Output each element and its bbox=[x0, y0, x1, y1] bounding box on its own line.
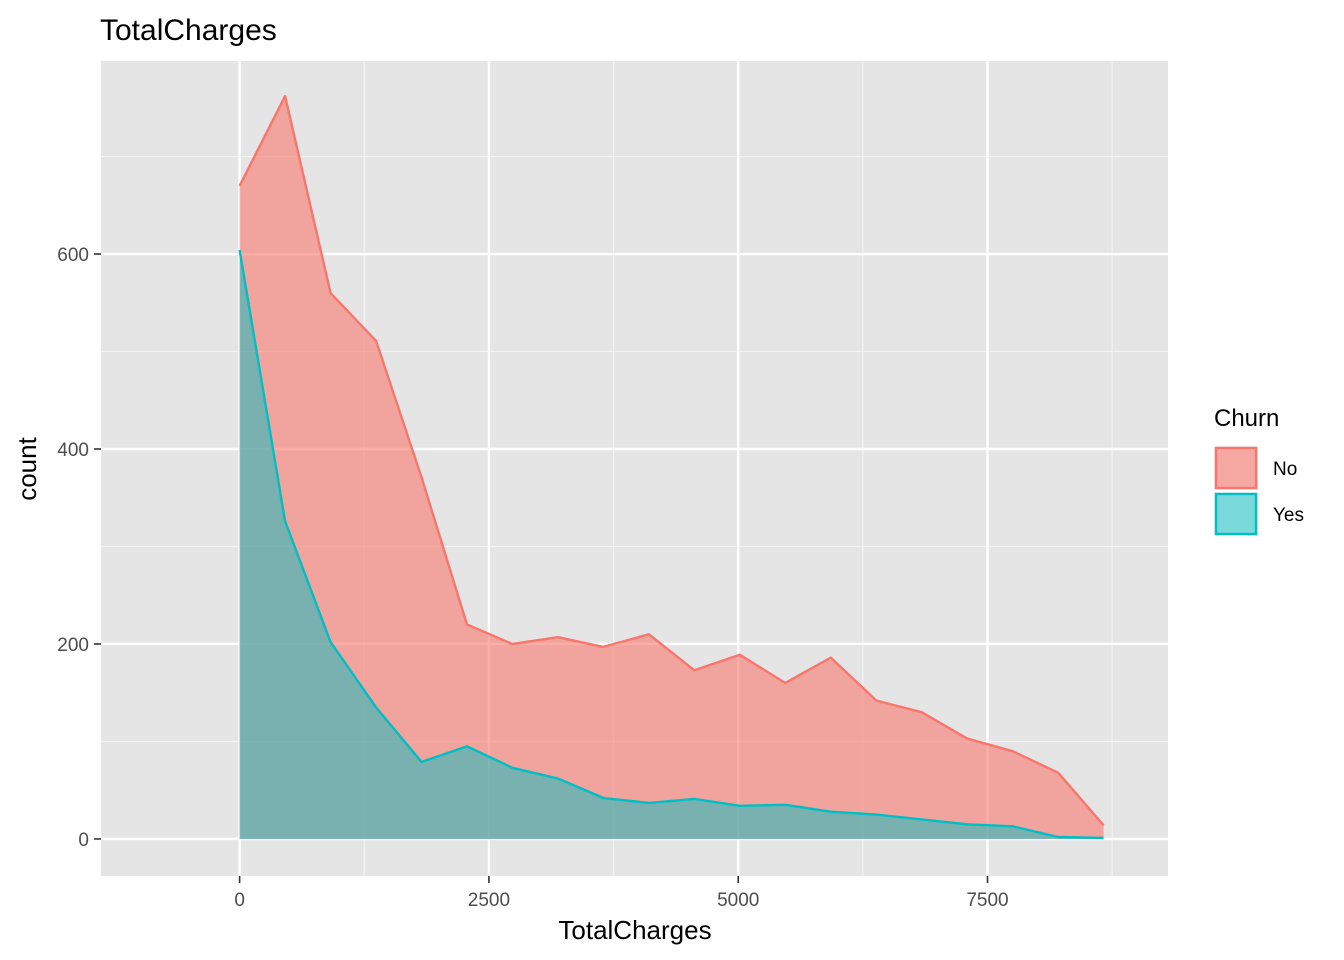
x-axis-title: TotalCharges bbox=[558, 915, 711, 945]
x-tick-label: 7500 bbox=[966, 890, 1008, 911]
chart-title: TotalCharges bbox=[100, 14, 277, 47]
x-axis: 0 2500 5000 7500 bbox=[234, 876, 1009, 911]
x-tick-label: 5000 bbox=[717, 890, 759, 911]
legend-label-no: No bbox=[1273, 459, 1297, 480]
x-tick-label: 0 bbox=[234, 890, 245, 911]
legend: Churn No Yes bbox=[1214, 405, 1304, 536]
area-yes bbox=[239, 250, 1104, 839]
legend-swatch-no bbox=[1214, 446, 1258, 490]
y-axis-title: count bbox=[12, 436, 42, 500]
y-tick-label: 600 bbox=[57, 245, 89, 266]
legend-label-yes: Yes bbox=[1273, 505, 1304, 526]
legend-swatch-yes bbox=[1214, 492, 1258, 536]
y-tick-label: 200 bbox=[57, 635, 89, 656]
line-yes bbox=[238, 249, 1104, 840]
y-axis: 0 200 400 600 bbox=[57, 245, 101, 851]
y-tick-label: 400 bbox=[57, 440, 89, 461]
line-no bbox=[238, 94, 1105, 827]
legend-title: Churn bbox=[1214, 405, 1279, 432]
area-no bbox=[239, 96, 1104, 839]
x-tick-label: 2500 bbox=[468, 890, 510, 911]
y-tick-label: 0 bbox=[78, 830, 89, 851]
series-layer bbox=[238, 94, 1105, 840]
